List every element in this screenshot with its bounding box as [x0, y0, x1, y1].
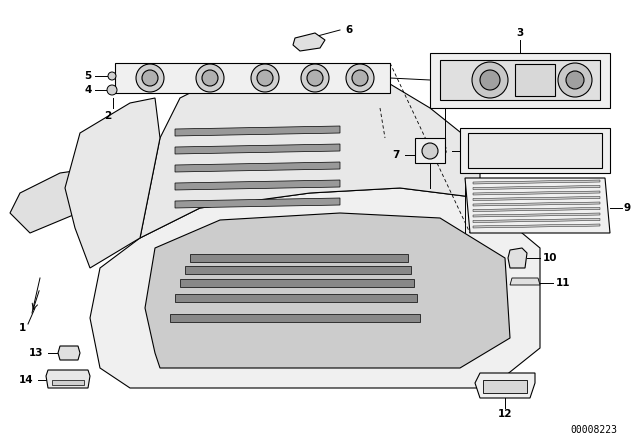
Circle shape: [346, 64, 374, 92]
Polygon shape: [483, 380, 527, 393]
Polygon shape: [185, 266, 411, 274]
Polygon shape: [52, 380, 84, 385]
Polygon shape: [175, 126, 340, 136]
Polygon shape: [170, 314, 420, 322]
Polygon shape: [145, 213, 510, 368]
Circle shape: [558, 63, 592, 97]
Circle shape: [307, 70, 323, 86]
Polygon shape: [473, 191, 600, 195]
Polygon shape: [175, 162, 340, 172]
Circle shape: [142, 70, 158, 86]
Polygon shape: [465, 178, 610, 233]
Polygon shape: [175, 294, 417, 302]
Circle shape: [251, 64, 279, 92]
Text: 9: 9: [624, 203, 631, 213]
Polygon shape: [175, 198, 340, 208]
Circle shape: [202, 70, 218, 86]
Polygon shape: [293, 33, 325, 51]
Polygon shape: [473, 213, 600, 217]
Polygon shape: [473, 197, 600, 201]
Polygon shape: [90, 188, 540, 388]
Text: 7: 7: [392, 150, 400, 160]
Polygon shape: [473, 224, 600, 228]
Text: 12: 12: [498, 409, 512, 419]
Circle shape: [352, 70, 368, 86]
Polygon shape: [140, 78, 480, 238]
Polygon shape: [175, 144, 340, 154]
Text: 4: 4: [84, 85, 92, 95]
Polygon shape: [65, 98, 160, 268]
Polygon shape: [473, 185, 600, 190]
FancyBboxPatch shape: [515, 64, 555, 96]
Text: 5: 5: [84, 71, 92, 81]
Text: 13: 13: [29, 348, 43, 358]
Text: 6: 6: [345, 25, 352, 35]
Text: 10: 10: [543, 253, 557, 263]
Circle shape: [196, 64, 224, 92]
Polygon shape: [430, 53, 610, 108]
Polygon shape: [473, 202, 600, 206]
Circle shape: [422, 143, 438, 159]
Polygon shape: [175, 180, 340, 190]
Circle shape: [566, 71, 584, 89]
Text: 3: 3: [516, 28, 524, 38]
Circle shape: [136, 64, 164, 92]
Polygon shape: [180, 279, 414, 287]
Polygon shape: [115, 63, 390, 93]
Text: 00008223: 00008223: [570, 425, 617, 435]
Polygon shape: [508, 248, 527, 268]
Text: 11: 11: [556, 278, 570, 288]
Polygon shape: [468, 133, 602, 168]
Polygon shape: [46, 370, 90, 388]
Circle shape: [472, 62, 508, 98]
Circle shape: [301, 64, 329, 92]
Polygon shape: [440, 60, 600, 100]
Text: 2: 2: [104, 111, 111, 121]
Circle shape: [480, 70, 500, 90]
Polygon shape: [510, 278, 540, 285]
Polygon shape: [58, 346, 80, 360]
Polygon shape: [190, 254, 408, 262]
Polygon shape: [473, 219, 600, 223]
Polygon shape: [475, 373, 535, 398]
Text: 1: 1: [19, 323, 26, 333]
Polygon shape: [460, 128, 610, 173]
Circle shape: [107, 85, 117, 95]
Polygon shape: [10, 168, 105, 233]
Circle shape: [257, 70, 273, 86]
Polygon shape: [415, 138, 445, 163]
Text: 14: 14: [19, 375, 33, 385]
Circle shape: [108, 72, 116, 80]
Polygon shape: [473, 180, 600, 184]
Text: 8: 8: [440, 146, 447, 156]
Polygon shape: [473, 207, 600, 211]
